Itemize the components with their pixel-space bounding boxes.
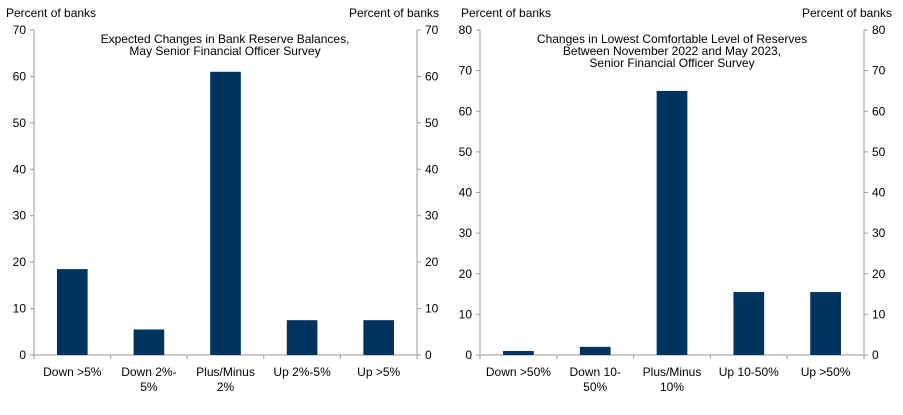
chart1-bar	[363, 320, 395, 355]
chart1-ytick-label-right: 70	[425, 23, 439, 37]
chart1-ytick-label-left: 70	[13, 23, 27, 37]
chart1-bar	[133, 329, 165, 355]
chart2-bar	[656, 90, 688, 355]
chart2-ytick-label-left: 40	[459, 186, 473, 200]
chart1-category-label: Plus/Minus 2%	[196, 365, 255, 394]
chart1-ytick-label-left: 60	[13, 69, 27, 83]
chart1-bar	[286, 320, 318, 355]
chart2-ytick-label-right: 40	[872, 186, 886, 200]
chart1-ytick-label-left: 20	[13, 255, 27, 269]
chart2-ytick-label-right: 60	[872, 104, 886, 118]
chart2-ylabel-left: Percent of banks	[461, 6, 551, 20]
chart2-ytick-label-left: 80	[459, 23, 473, 37]
chart2-ylabel-right: Percent of banks	[802, 6, 892, 20]
chart2-title: Changes in Lowest Comfortable Level of R…	[537, 32, 807, 70]
chart1-ytick-label-right: 30	[425, 209, 439, 223]
chart1-ylabel-right: Percent of banks	[349, 6, 439, 20]
chart2-ytick-label-left: 50	[459, 145, 473, 159]
chart1-category-label: Up >5%	[357, 365, 400, 379]
chart2-ytick-label-right: 30	[872, 226, 886, 240]
chart2-category-label: Down 10-50%	[570, 365, 621, 394]
chart1-bar	[210, 71, 241, 356]
chart1-ytick-label-left: 0	[19, 348, 26, 362]
chart1-category-label: Down >5%	[43, 365, 102, 379]
chart2-ytick-label-left: 20	[459, 267, 473, 281]
chart1-ylabel-left: Percent of banks	[6, 6, 96, 20]
chart2-category-label: Plus/Minus 10%	[643, 365, 702, 394]
chart1-ytick-label-left: 30	[13, 209, 27, 223]
chart1-category-label: Up 2%-5%	[273, 365, 331, 379]
chart1-ytick-label-right: 60	[425, 69, 439, 83]
chart2-ytick-label-left: 70	[459, 64, 473, 78]
chart2-ytick-label-right: 50	[872, 145, 886, 159]
chart1-bar	[56, 269, 88, 355]
chart2-ytick-label-left: 60	[459, 104, 473, 118]
chart2-ytick-label-right: 70	[872, 64, 886, 78]
chart2-ytick-label-left: 0	[465, 348, 472, 362]
chart2-category-label: Down >50%	[486, 365, 551, 379]
chart1-ytick-label-left: 10	[13, 302, 27, 316]
chart2-ytick-label-right: 80	[872, 23, 886, 37]
chart1-ytick-label-right: 20	[425, 255, 439, 269]
chart1-ytick-label-right: 10	[425, 302, 439, 316]
chart1-ytick-label-left: 50	[13, 116, 27, 130]
chart1-title: Expected Changes in Bank Reserve Balance…	[101, 32, 350, 58]
chart1-ytick-label-left: 40	[13, 162, 27, 176]
chart2-bar	[503, 350, 534, 355]
chart1-ytick-label-right: 0	[425, 348, 432, 362]
chart2-bar	[733, 292, 765, 355]
chart2-category-label: Up >50%	[801, 365, 851, 379]
chart2-ytick-label-right: 0	[872, 348, 879, 362]
chart2-ytick-label-left: 30	[459, 226, 473, 240]
chart2-bar	[810, 292, 841, 355]
chart1-category-label: Down 2%-5%	[121, 365, 176, 394]
chart1-ytick-label-right: 40	[425, 162, 439, 176]
chart1-ytick-label-right: 50	[425, 116, 439, 130]
chart2-ytick-label-left: 10	[459, 307, 473, 321]
chart2-ytick-label-right: 20	[872, 267, 886, 281]
chart2-bar	[579, 346, 611, 355]
chart2-ytick-label-right: 10	[872, 307, 886, 321]
chart2-category-label: Up 10-50%	[719, 365, 779, 379]
